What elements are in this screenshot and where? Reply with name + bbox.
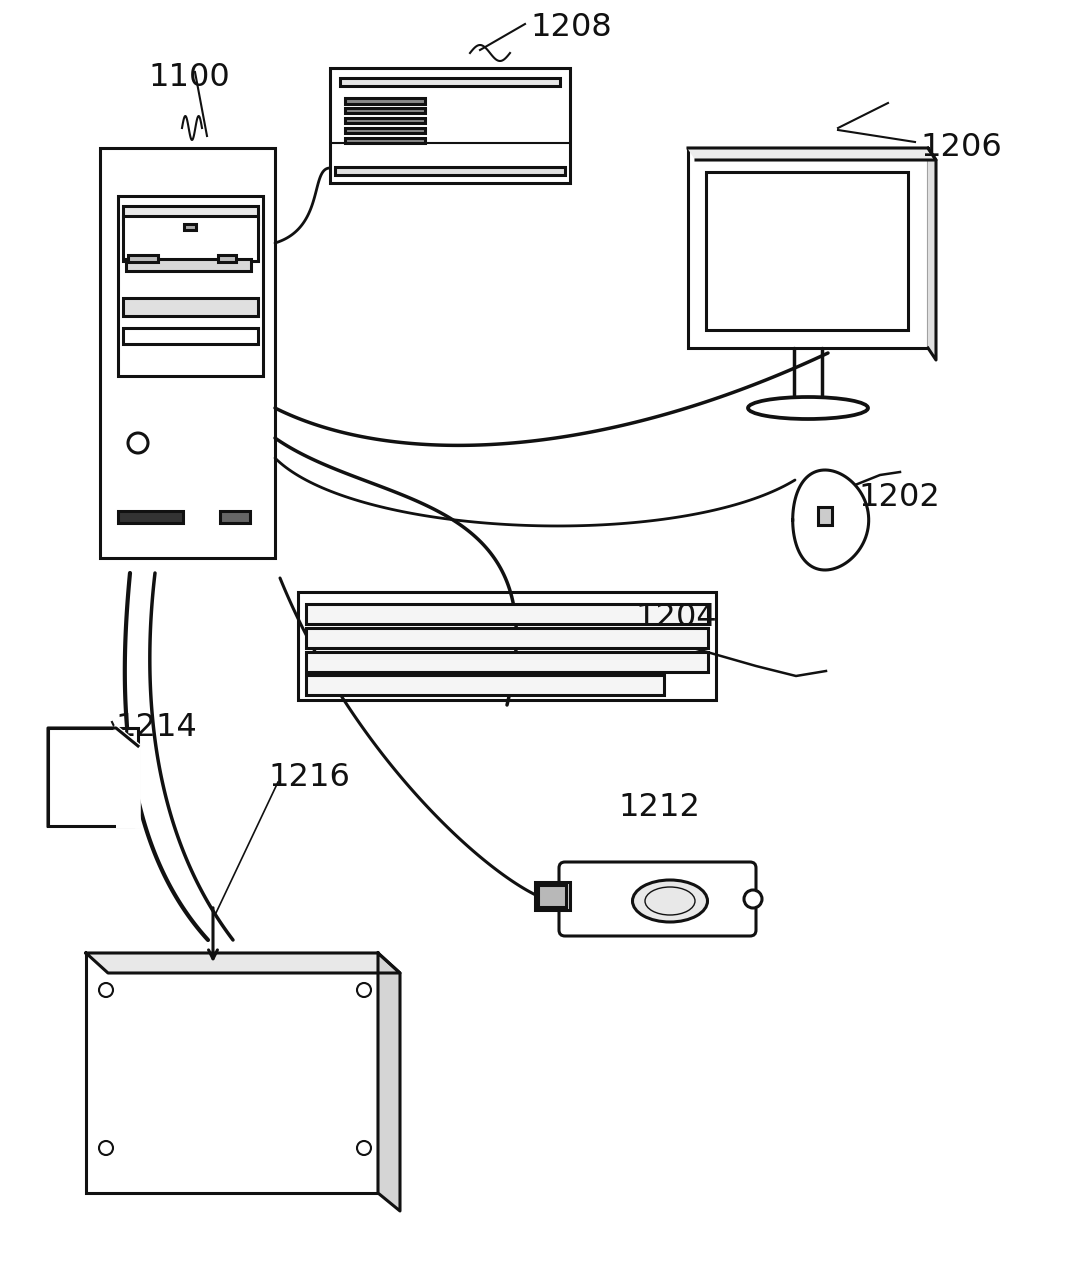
Bar — [118, 196, 263, 376]
Circle shape — [99, 983, 113, 997]
Text: 1204: 1204 — [635, 603, 717, 634]
Circle shape — [99, 1140, 113, 1155]
Bar — [306, 604, 708, 623]
Bar — [818, 507, 832, 525]
Bar — [298, 591, 716, 700]
Bar — [306, 675, 664, 695]
Bar — [86, 954, 378, 1193]
Bar — [340, 78, 559, 86]
Text: 1202: 1202 — [858, 483, 940, 513]
Text: 1216: 1216 — [268, 763, 350, 794]
Text: 1214: 1214 — [115, 713, 197, 744]
Bar — [345, 128, 425, 133]
Polygon shape — [792, 470, 869, 570]
Bar — [345, 99, 425, 104]
Bar — [538, 884, 566, 908]
Text: 1208: 1208 — [530, 13, 611, 44]
Bar — [100, 148, 275, 558]
Bar — [49, 728, 138, 826]
Ellipse shape — [748, 397, 868, 419]
Polygon shape — [928, 148, 936, 360]
Circle shape — [744, 890, 762, 908]
Circle shape — [357, 1140, 371, 1155]
Bar — [123, 328, 258, 344]
Text: 1100: 1100 — [148, 63, 230, 93]
Polygon shape — [688, 148, 936, 160]
Bar — [220, 511, 250, 524]
Circle shape — [357, 983, 371, 997]
Bar — [706, 172, 908, 330]
Circle shape — [128, 433, 148, 453]
Bar — [128, 255, 158, 262]
Polygon shape — [378, 954, 400, 1211]
Ellipse shape — [633, 881, 707, 922]
Bar — [306, 652, 708, 672]
Bar — [184, 224, 196, 230]
Bar — [123, 298, 258, 316]
Polygon shape — [86, 954, 400, 973]
Bar — [535, 882, 570, 910]
Bar — [345, 108, 425, 113]
Text: 1212: 1212 — [618, 792, 700, 823]
Bar — [345, 118, 425, 123]
Bar — [118, 511, 183, 524]
Bar — [123, 206, 258, 224]
Bar — [330, 68, 570, 183]
Bar — [218, 255, 236, 262]
Text: 1206: 1206 — [920, 133, 1001, 164]
Bar — [335, 166, 565, 175]
Bar — [345, 138, 425, 143]
Bar — [688, 148, 928, 348]
FancyBboxPatch shape — [559, 861, 756, 936]
Bar — [126, 259, 251, 271]
Bar — [123, 216, 258, 261]
Ellipse shape — [645, 887, 695, 915]
Bar — [306, 628, 708, 648]
Polygon shape — [116, 728, 138, 826]
